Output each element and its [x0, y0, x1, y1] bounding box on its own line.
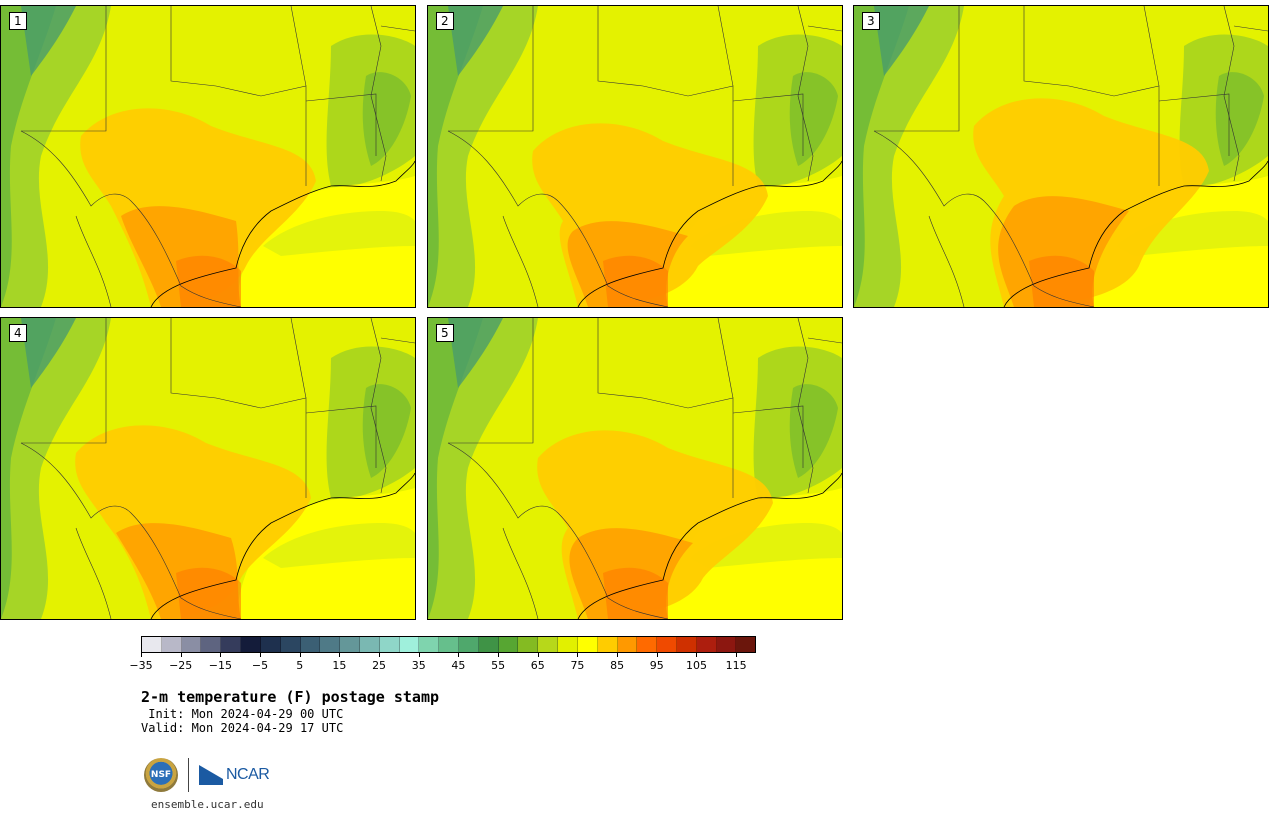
colorbar-tick [696, 653, 698, 657]
colorbar-tick [260, 653, 262, 657]
logos: NSF NCAR [144, 757, 270, 793]
colorbar-bin [300, 637, 321, 652]
colorbar [141, 636, 756, 653]
colorbar-bin [617, 637, 638, 652]
valid-time: Valid: Mon 2024-04-29 17 UTC [141, 721, 344, 735]
colorbar-bin [577, 637, 598, 652]
init-time: Init: Mon 2024-04-29 00 UTC [141, 707, 344, 721]
colorbar-bin [676, 637, 697, 652]
colorbar-tick [379, 653, 381, 657]
colorbar-bin [439, 637, 459, 652]
website-link[interactable]: ensemble.ucar.edu [151, 798, 264, 811]
temperature-map [1, 318, 415, 619]
colorbar-tick-label: −35 [129, 659, 153, 672]
colorbar-tick-label: 75 [570, 659, 585, 672]
colorbar-tick-label: 5 [296, 659, 304, 672]
colorbar-bin [379, 637, 400, 652]
colorbar-tick [617, 653, 619, 657]
temperature-map [1, 6, 415, 307]
colorbar-bin [201, 637, 222, 652]
ncar-logo: NCAR [199, 765, 270, 785]
colorbar-tick-label: 15 [332, 659, 347, 672]
colorbar-tick [220, 653, 222, 657]
colorbar-bin [181, 637, 202, 652]
colorbar-tick [537, 653, 539, 657]
colorbar-tick [299, 653, 301, 657]
colorbar-bin [459, 637, 479, 652]
colorbar-bin [538, 637, 559, 652]
colorbar-tick-label: −15 [208, 659, 232, 672]
colorbar-bin [478, 637, 499, 652]
colorbar-tick-label: 115 [725, 659, 747, 672]
colorbar-tick [180, 653, 182, 657]
temperature-map [428, 6, 842, 307]
colorbar-bin [657, 637, 677, 652]
colorbar-tick [418, 653, 420, 657]
panel-label: 5 [436, 324, 454, 342]
colorbar-bin [221, 637, 242, 652]
colorbar-bin [498, 637, 519, 652]
colorbar-tick-label: 35 [411, 659, 426, 672]
colorbar-bin [696, 637, 717, 652]
colorbar-bin [637, 637, 658, 652]
colorbar-tick-label: 85 [610, 659, 625, 672]
temperature-map [854, 6, 1268, 307]
nsf-logo: NSF [144, 758, 178, 792]
colorbar-tick [736, 653, 738, 657]
colorbar-tick-label: 95 [649, 659, 664, 672]
colorbar-tick [656, 653, 658, 657]
colorbar-tick-label: 25 [372, 659, 387, 672]
colorbar-bin [142, 637, 162, 652]
ncar-mark-icon [199, 765, 223, 785]
panel-label: 2 [436, 12, 454, 30]
colorbar-tick [577, 653, 579, 657]
colorbar-bin [260, 637, 281, 652]
colorbar-tick-label: 105 [685, 659, 707, 672]
colorbar-bin [597, 637, 618, 652]
colorbar-tick [339, 653, 341, 657]
colorbar-tick-label: 45 [451, 659, 466, 672]
colorbar-bin [419, 637, 440, 652]
colorbar-ticks: −35 −25 −15 −5 5 15 25 35 45 55 65 75 85 95 105 115 [129, 653, 756, 673]
colorbar-bin [558, 637, 578, 652]
colorbar-bin [241, 637, 261, 652]
panel-1: 1 [0, 5, 416, 308]
colorbar-bin [280, 637, 301, 652]
colorbar-tick [498, 653, 500, 657]
temperature-map [428, 318, 842, 619]
panel-label: 3 [862, 12, 880, 30]
colorbar-tick-label: 55 [491, 659, 506, 672]
panel-4: 4 [0, 317, 416, 620]
colorbar-bin [161, 637, 182, 652]
panel-label: 4 [9, 324, 27, 342]
colorbar-tick-label: −25 [169, 659, 193, 672]
panel-2: 2 [427, 5, 843, 308]
colorbar-tick [458, 653, 460, 657]
product-title: 2-m temperature (F) postage stamp [141, 688, 440, 706]
colorbar-bin [716, 637, 737, 652]
colorbar-tick-label: −5 [251, 659, 269, 672]
panel-label: 1 [9, 12, 27, 30]
nsf-logo-text: NSF [150, 770, 172, 780]
ncar-logo-text: NCAR [226, 766, 270, 783]
logo-divider [188, 758, 189, 792]
colorbar-bin [320, 637, 341, 652]
colorbar-bin [359, 637, 380, 652]
colorbar-bin [399, 637, 420, 652]
panel-3: 3 [853, 5, 1269, 308]
colorbar-tick-label: 65 [530, 659, 545, 672]
colorbar-bin [736, 637, 756, 652]
colorbar-bin [340, 637, 360, 652]
colorbar-tick [141, 653, 142, 657]
colorbar-bin [518, 637, 539, 652]
panel-5: 5 [427, 317, 843, 620]
